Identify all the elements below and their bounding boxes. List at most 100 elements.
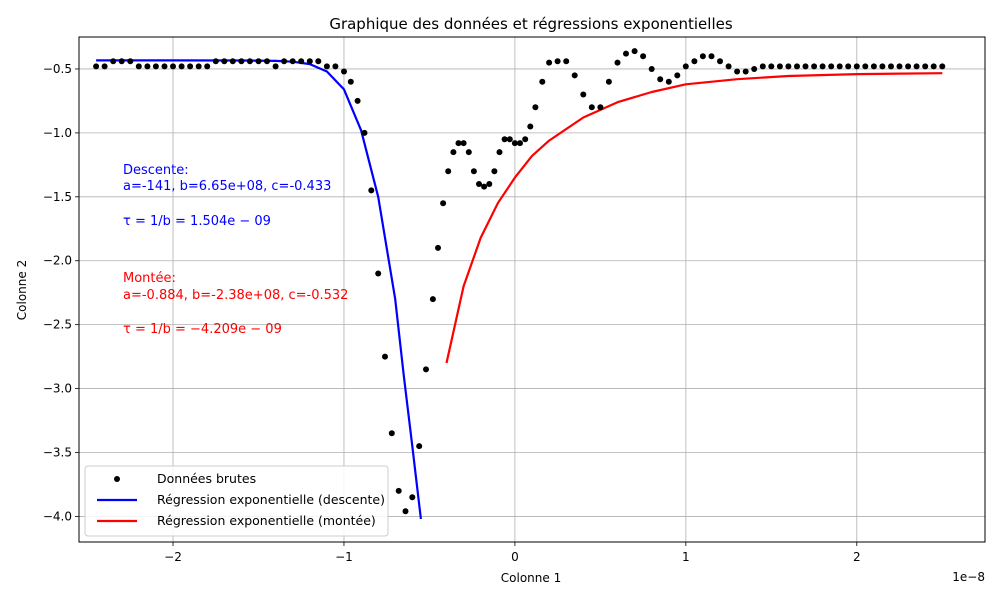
data-point [409,494,416,501]
data-point [532,104,539,111]
data-point [440,200,447,207]
annotation-rise-params: a=-0.884, b=-2.38e+08, c=-0.532 [123,288,348,303]
x-offset-label: 1e−8 [952,570,985,584]
data-point [802,63,809,70]
data-point [506,136,513,143]
data-point [388,430,395,437]
data-point [682,63,689,70]
data-point [691,58,698,65]
data-point [93,63,100,70]
data-point [127,58,134,65]
annotation-descent: Descente: a=-141, b=6.65e+08, c=-0.433 τ… [123,163,331,229]
data-point [486,181,493,187]
data-point [527,123,534,130]
legend: Données brutes Régression exponentielle … [84,465,389,537]
data-point [631,48,638,55]
data-point [481,183,488,190]
y-tick-label: −1.0 [43,126,72,140]
y-axis-label: Colonne 2 [15,260,29,320]
data-point [347,78,354,85]
data-point [429,296,436,303]
series-layer [93,48,946,520]
data-point [580,91,587,98]
data-point [742,68,749,75]
data-point [768,63,775,70]
data-point [375,270,382,277]
grid-layer [79,37,985,542]
data-point [144,63,151,70]
x-tick-label: −2 [164,550,182,564]
data-point [246,58,253,65]
data-point [717,58,723,65]
data-point [445,168,452,175]
data-point [511,140,518,147]
data-point [272,63,279,70]
data-point [361,129,368,136]
data-point [554,58,561,65]
data-point [845,63,852,70]
data-point [204,63,211,70]
data-point [221,58,228,65]
y-tick-label: −4.0 [43,509,72,523]
data-point [465,149,472,156]
data-point [289,58,296,65]
data-point [828,63,835,70]
data-point [332,63,339,70]
data-point [476,181,482,187]
data-point [306,58,313,65]
data-point [674,72,681,79]
data-point [212,58,219,65]
data-point [811,63,818,70]
data-point [640,53,647,60]
data-point [522,136,529,143]
data-point [922,63,929,70]
data-point [563,58,570,65]
data-point [819,63,826,70]
data-point [264,58,270,65]
data-point [496,149,503,156]
data-point [354,97,361,104]
data-point [539,78,546,85]
data-point [501,136,508,143]
data-point [759,63,766,70]
data-point [455,140,462,147]
x-tick-label: 0 [511,550,519,564]
data-point [195,63,202,70]
data-point [725,63,732,70]
data-point [879,63,886,70]
data-point [870,63,877,70]
data-point [930,63,937,70]
data-point [614,59,621,66]
data-point [382,353,388,360]
data-point [435,244,441,251]
annotation-rise-heading: Montée: [123,271,176,286]
data-point [597,104,604,111]
x-tick-label: −1 [335,550,353,564]
data-point [161,63,168,70]
data-point [699,53,706,60]
tick-layer: −2 −1 0 1 2 −4.0 −3.5 −3.0 −2.5 −2.0 −1.5 −1.0 −0.5 [43,62,861,564]
data-point [178,63,185,70]
data-point [470,168,477,175]
data-point [152,63,159,70]
y-tick-label: −1.5 [43,190,72,204]
data-point [862,63,869,70]
y-tick-label: −2.5 [43,318,72,332]
data-point [450,149,457,156]
annotation-rise: Montée: a=-0.884, b=-2.38e+08, c=-0.532 … [123,271,348,337]
annotation-descent-heading: Descente: [123,163,189,178]
data-point [571,72,578,79]
legend-marker-raw-data [114,476,120,482]
data-point [460,140,467,147]
x-tick-label: 2 [853,550,861,564]
data-point [517,140,523,147]
data-point [423,366,429,373]
data-point [402,508,409,515]
data-point [657,76,664,83]
data-point [794,63,800,70]
data-point [836,63,843,70]
data-point [135,63,142,70]
data-point [110,58,117,65]
x-tick-label: 1 [682,550,690,564]
